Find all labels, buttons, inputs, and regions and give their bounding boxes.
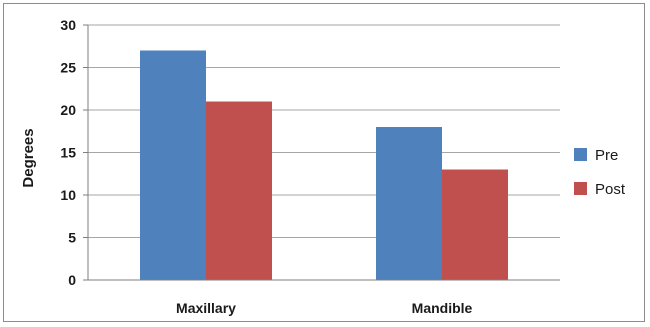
legend-label-post: Post [595, 181, 626, 198]
y-tick-label: 15 [60, 145, 76, 161]
y-axis-title: Degrees [20, 128, 37, 187]
bar-pre-mandible [376, 127, 442, 280]
legend-swatch-pre [574, 148, 587, 161]
bar-post-maxillary [206, 101, 272, 280]
bar-post-mandible [442, 169, 508, 280]
legend-label-pre: Pre [595, 147, 618, 164]
y-tick-labels: 0 5 10 15 20 25 30 [60, 17, 76, 288]
x-tick-labels: Maxillary Mandible [176, 300, 473, 316]
legend-swatch-post [574, 182, 587, 195]
bars [140, 50, 508, 280]
axes [87, 25, 560, 281]
y-tick-label: 20 [60, 102, 76, 118]
legend: Pre Post [574, 147, 626, 198]
y-tick-label: 5 [68, 230, 76, 246]
y-tick-label: 0 [68, 272, 76, 288]
x-tick-label: Maxillary [176, 300, 236, 316]
x-tick-label: Mandible [412, 300, 473, 316]
bar-pre-maxillary [140, 50, 206, 280]
chart-frame [3, 3, 645, 322]
y-tick-label: 30 [60, 17, 76, 33]
y-tick-label: 25 [60, 60, 76, 76]
y-tick-label: 10 [60, 187, 76, 203]
